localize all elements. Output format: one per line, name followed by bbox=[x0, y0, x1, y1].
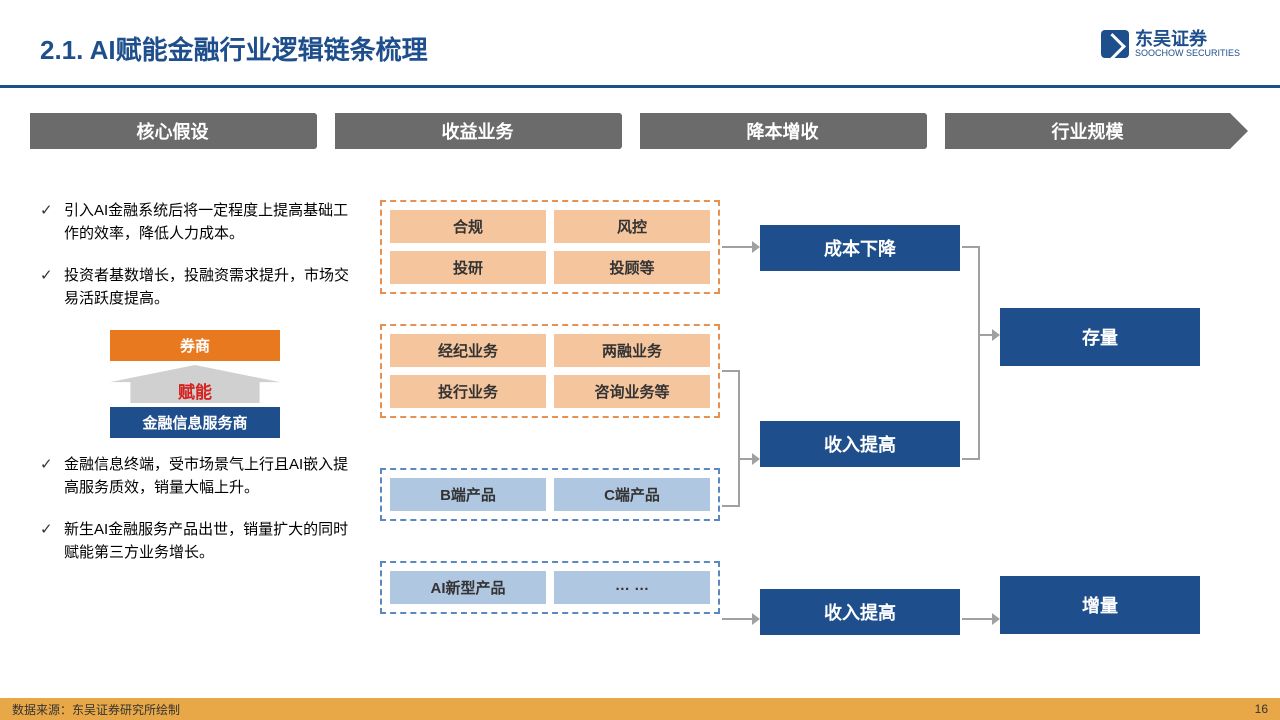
footer-source: 数据来源：东吴证券研究所绘制 bbox=[12, 701, 180, 718]
business-column: 合规 风控 投研 投顾等 经纪业务 两融业务 投行业务 咨询业务等 B端产品 C… bbox=[380, 200, 720, 634]
cell: 投研 bbox=[390, 251, 546, 284]
relation-diagram: 券商 赋能 金融信息服务商 bbox=[110, 330, 280, 438]
connector bbox=[962, 618, 992, 620]
cell: C端产品 bbox=[554, 478, 710, 511]
result-column: 成本下降 收入提高 收入提高 bbox=[760, 200, 960, 655]
connector bbox=[722, 246, 752, 248]
header: 2.1. AI赋能金融行业逻辑链条梳理 东吴证券 SOOCHOW SECURIT… bbox=[0, 0, 1280, 77]
cell: … … bbox=[554, 571, 710, 604]
bullet-1: 引入AI金融系统后将一定程度上提高基础工作的效率，降低人力成本。 bbox=[40, 200, 350, 245]
footer: 数据来源：东吴证券研究所绘制 16 bbox=[0, 698, 1280, 720]
connector bbox=[962, 246, 978, 248]
cell: 风控 bbox=[554, 210, 710, 243]
chevron-3: 降本增收 bbox=[640, 113, 925, 149]
content: 引入AI金融系统后将一定程度上提高基础工作的效率，降低人力成本。 投资者基数增长… bbox=[40, 200, 1240, 680]
cell: 投顾等 bbox=[554, 251, 710, 284]
cell: B端产品 bbox=[390, 478, 546, 511]
relation-arrow: 赋能 bbox=[110, 365, 280, 403]
logo: 东吴证券 SOOCHOW SECURITIES bbox=[1101, 30, 1240, 58]
chevron-2: 收益业务 bbox=[335, 113, 620, 149]
logo-en: SOOCHOW SECURITIES bbox=[1135, 48, 1240, 58]
group-2: 经纪业务 两融业务 投行业务 咨询业务等 bbox=[380, 324, 720, 418]
group-3: B端产品 C端产品 bbox=[380, 468, 720, 521]
cell: 咨询业务等 bbox=[554, 375, 710, 408]
connector bbox=[722, 505, 738, 507]
connector bbox=[978, 334, 992, 336]
revenue-up-box-2: 收入提高 bbox=[760, 589, 960, 635]
page-title: 2.1. AI赋能金融行业逻辑链条梳理 bbox=[40, 30, 428, 67]
cell: 经纪业务 bbox=[390, 334, 546, 367]
group-1: 合规 风控 投研 投顾等 bbox=[380, 200, 720, 294]
chevron-row: 核心假设 收益业务 降本增收 行业规模 bbox=[30, 113, 1250, 149]
relation-top: 券商 bbox=[110, 330, 280, 361]
cost-down-box: 成本下降 bbox=[760, 225, 960, 271]
cell: AI新型产品 bbox=[390, 571, 546, 604]
connector bbox=[722, 370, 738, 372]
group-4: AI新型产品 … … bbox=[380, 561, 720, 614]
logo-cn: 东吴证券 bbox=[1135, 30, 1240, 48]
cell: 合规 bbox=[390, 210, 546, 243]
scale-column: 存量 增量 bbox=[1000, 200, 1200, 654]
cell: 两融业务 bbox=[554, 334, 710, 367]
bullet-4: 新生AI金融服务产品出世，销量扩大的同时赋能第三方业务增长。 bbox=[40, 519, 350, 564]
connector bbox=[978, 246, 980, 460]
page-number: 16 bbox=[1255, 702, 1268, 716]
stock-box: 存量 bbox=[1000, 308, 1200, 366]
bullet-3: 金融信息终端，受市场景气上行且AI嵌入提高服务质效，销量大幅上升。 bbox=[40, 454, 350, 499]
revenue-up-box-1: 收入提高 bbox=[760, 421, 960, 467]
chevron-4: 行业规模 bbox=[945, 113, 1230, 149]
cell: 投行业务 bbox=[390, 375, 546, 408]
logo-icon bbox=[1101, 30, 1129, 58]
relation-bottom: 金融信息服务商 bbox=[110, 407, 280, 438]
bullet-2: 投资者基数增长，投融资需求提升，市场交易活跃度提高。 bbox=[40, 265, 350, 310]
header-rule bbox=[0, 85, 1280, 88]
connector bbox=[738, 458, 752, 460]
connector bbox=[722, 618, 752, 620]
connector bbox=[738, 370, 740, 507]
increment-box: 增量 bbox=[1000, 576, 1200, 634]
chevron-1: 核心假设 bbox=[30, 113, 315, 149]
assumptions-column: 引入AI金融系统后将一定程度上提高基础工作的效率，降低人力成本。 投资者基数增长… bbox=[40, 200, 350, 584]
connector bbox=[962, 458, 978, 460]
